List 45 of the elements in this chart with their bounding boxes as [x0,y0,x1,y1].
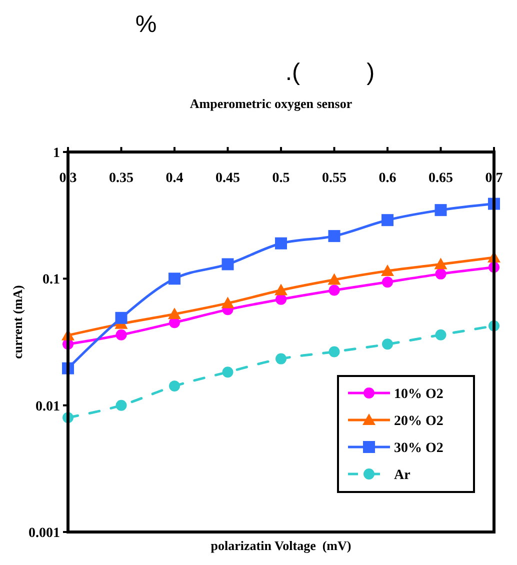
x-axis-title: polarizatin Voltage (mV) [210,538,352,553]
point [222,366,234,378]
point [434,258,448,270]
x-tick-label: 0.65 [428,171,453,186]
x-tick-label: 0.35 [109,171,134,186]
point [435,329,446,340]
point [328,284,340,296]
point [115,312,128,324]
point [274,284,288,296]
point [434,204,447,216]
point [382,338,393,350]
legend-label: 10% O2 [394,387,444,402]
text: % [135,11,157,38]
point [169,380,180,392]
y-tick-label: 1 [53,146,60,161]
text: .( ) [285,59,375,86]
point [116,329,127,340]
x-tick-label: 0.55 [322,171,346,186]
x-tick-label: 0.5 [272,171,290,186]
point [168,308,181,320]
point [276,294,286,305]
point [276,353,286,364]
y-tick-label: 0.001 [28,526,60,541]
legend-label: 30% O2 [394,441,444,456]
point [222,258,234,270]
point [275,237,287,250]
y-tick-label: 0.01 [36,399,60,414]
point [435,268,446,280]
point [382,214,394,226]
x-tick-label: 0.6 [378,171,396,186]
point [168,272,180,285]
point [328,230,340,242]
point [328,346,340,358]
y-axis-title: current (mA) [10,285,25,359]
y-tick-label: 0.1 [42,272,60,288]
chart-title: Amperometric oxygen sensor [190,96,352,111]
point [381,264,394,276]
point [116,400,127,411]
point [382,276,393,288]
point [221,296,234,308]
legend-label: 20% O2 [394,414,444,429]
x-tick-label: 0.45 [216,171,240,186]
point [328,273,341,285]
x-tick-label: 0.4 [166,171,184,186]
legend-label: Ar [394,468,410,483]
